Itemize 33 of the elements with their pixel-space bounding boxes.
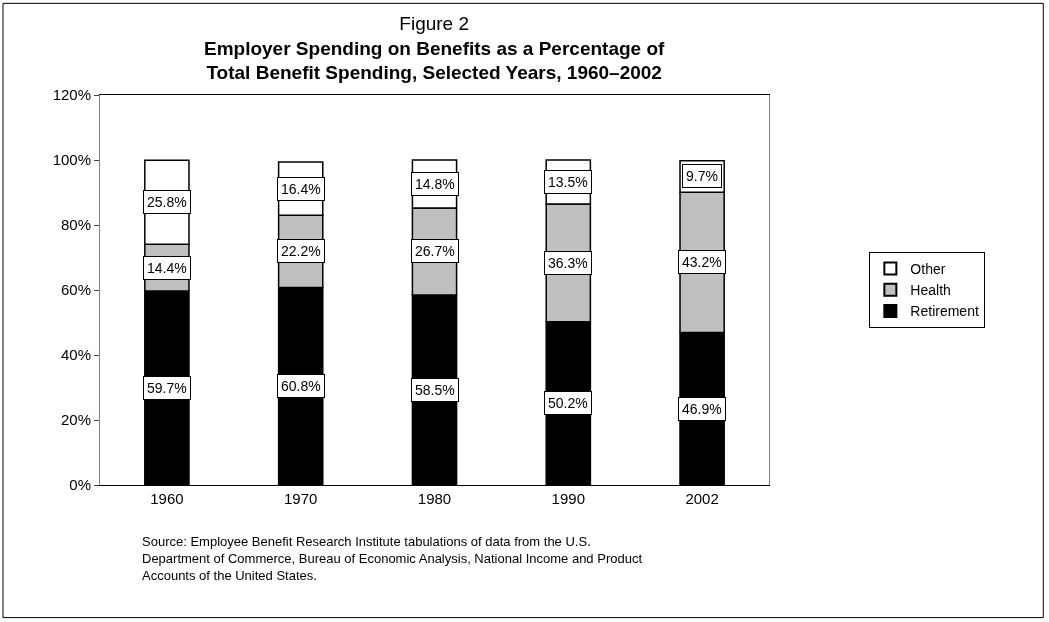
chart-subtitle: Employer Spending on Benefits as a Percentage of Total Benefit Spending, Selected Years, 1960–2002	[204, 37, 666, 84]
data-label: 14.8%	[415, 176, 455, 192]
x-tick-label: 1970	[284, 490, 318, 507]
legend-label: Health	[910, 282, 951, 299]
chart-title: Figure 2	[399, 13, 470, 34]
data-label: 50.2%	[548, 395, 588, 411]
data-label: 16.4%	[281, 181, 321, 197]
data-label: 14.4%	[147, 260, 187, 276]
x-tick-label: 1960	[150, 490, 184, 507]
y-tick-label: 100%	[52, 151, 91, 169]
x-tick-label: 1990	[551, 490, 585, 507]
data-label: 25.8%	[147, 194, 187, 210]
y-tick-label: 80%	[60, 216, 91, 234]
y-tick-label: 40%	[60, 346, 91, 364]
data-label: 26.7%	[415, 243, 455, 259]
source-note: Source: Employee Benefit Research Institute tabulations of data from the U.S. Department of Commerce, Bureau of Economic Analysis, National Income and Product Accounts of the United States.	[142, 534, 643, 583]
y-tick-label: 20%	[60, 411, 91, 429]
data-label: 36.3%	[548, 255, 588, 271]
data-label: 9.7%	[686, 168, 718, 184]
y-tick-label: 60%	[60, 281, 91, 299]
y-tick-label: 120%	[52, 86, 91, 104]
data-label: 46.9%	[682, 401, 722, 417]
legend-label: Other	[910, 261, 946, 278]
legend-label: Retirement	[910, 303, 979, 320]
data-label: 22.2%	[281, 243, 321, 259]
data-label: 13.5%	[548, 174, 588, 190]
y-tick-label: 0%	[69, 476, 91, 494]
x-tick-label: 2002	[685, 490, 719, 507]
x-tick-label: 1980	[417, 490, 452, 507]
data-label: 43.2%	[682, 254, 722, 270]
data-label: 60.8%	[281, 378, 321, 394]
data-label: 59.7%	[147, 380, 187, 396]
data-label: 58.5%	[415, 382, 455, 398]
